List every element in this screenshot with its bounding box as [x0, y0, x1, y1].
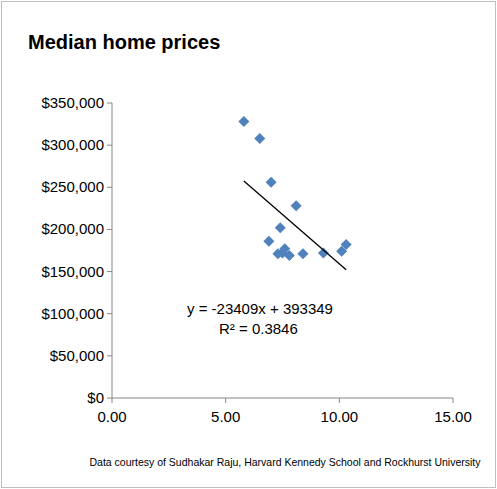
y-tick [107, 271, 112, 272]
title: Median home prices [28, 31, 220, 53]
annotation: y = -23409x + 393349 [187, 300, 333, 317]
scatter-point [284, 250, 295, 261]
y-tick-label: $150,000 [41, 263, 104, 280]
y-tick-label: $200,000 [41, 220, 104, 237]
source-note: Data courtesy of Sudhakar Raju, Harvard … [89, 456, 481, 468]
scatter-point [297, 248, 308, 259]
y-tick [107, 355, 112, 356]
scatter-point [238, 116, 249, 127]
x-tick-label: 5.00 [211, 408, 240, 425]
y-tick [107, 187, 112, 188]
y-tick [107, 145, 112, 146]
y-tick-label: $300,000 [41, 136, 104, 153]
scatter-point [341, 239, 352, 250]
scatter-point [263, 236, 274, 247]
scatter-point [254, 133, 265, 144]
y-tick [107, 103, 112, 104]
y-tick-label: $100,000 [41, 305, 104, 322]
y-tick [107, 313, 112, 314]
plot-area [238, 116, 351, 270]
x-tick-label: 15.00 [434, 408, 472, 425]
x-tick [112, 398, 113, 403]
annotation: R² = 0.3846 [219, 320, 298, 337]
x-axis [112, 398, 453, 399]
y-tick [107, 398, 112, 399]
y-axis [112, 103, 113, 398]
chart-border [2, 2, 496, 488]
x-tick-label: 10.00 [321, 408, 359, 425]
trendline [244, 181, 346, 270]
y-tick-label: $0 [87, 389, 104, 406]
x-tick [225, 398, 226, 403]
x-tick-label: 0.00 [97, 408, 126, 425]
chart: Median home prices $0 $50,000 $100,000 $150,… [0, 0, 497, 489]
x-tick [453, 398, 454, 403]
y-tick-label: $50,000 [50, 347, 104, 364]
x-tick [339, 398, 340, 403]
y-tick-label: $250,000 [41, 178, 104, 195]
scatter-point [291, 200, 302, 211]
y-tick-label: $350,000 [41, 94, 104, 111]
y-tick [107, 229, 112, 230]
scatter-point [266, 177, 277, 188]
scatter-point [275, 222, 286, 233]
